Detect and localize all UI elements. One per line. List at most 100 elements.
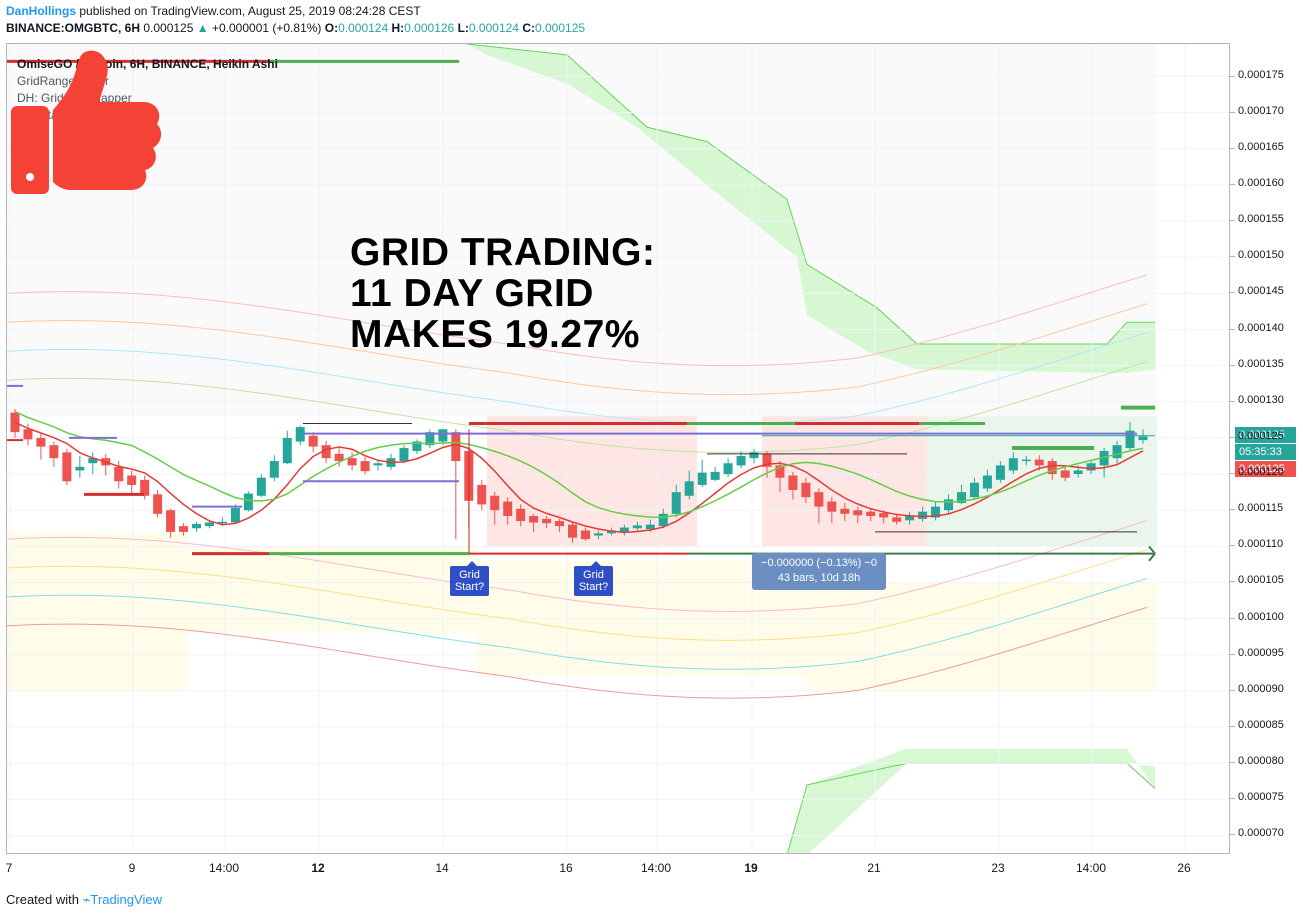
- tradingview-logo-icon[interactable]: ⌁TradingView: [82, 892, 162, 907]
- candle-body: [1073, 470, 1083, 475]
- x-tick-label: 9: [128, 861, 136, 875]
- envelope-line: [7, 577, 1148, 670]
- candle-body: [256, 477, 266, 496]
- grid-start-tag[interactable]: Grid Start?: [574, 561, 613, 596]
- y-tick-mark: [1230, 292, 1235, 294]
- chart-pane[interactable]: OmiseGO / Bitcoin, 6H, BINANCE, Heikin A…: [6, 43, 1230, 854]
- y-tick-label: 0.000140: [1238, 321, 1284, 334]
- y-tick-mark: [1230, 147, 1235, 149]
- grid-start-tag[interactable]: Grid Start?: [450, 561, 489, 596]
- x-tick-label: 7: [5, 861, 13, 875]
- last-price-label: 0.000125: [1235, 426, 1296, 443]
- y-tick-label: 0.000155: [1238, 213, 1284, 226]
- y-tick-label: 0.000105: [1238, 574, 1284, 587]
- y-tick-label: 0.000080: [1238, 755, 1284, 768]
- y-tick-mark: [1230, 726, 1235, 728]
- candle-body: [477, 484, 487, 505]
- candle-body: [542, 518, 552, 524]
- y-tick-mark: [1230, 256, 1235, 258]
- envelope-line: [7, 303, 1148, 396]
- candle-body: [995, 465, 1005, 480]
- candle-body: [23, 429, 33, 440]
- candle-body: [1047, 461, 1057, 475]
- candle-body: [334, 453, 344, 462]
- candle-body: [853, 510, 863, 516]
- measure-change: −0.000000 (−0.13%) −0: [761, 557, 877, 569]
- candle-body: [555, 521, 565, 527]
- close-value: 0.000125: [534, 21, 586, 35]
- y-tick-label: 0.000115: [1238, 502, 1284, 515]
- y-tick-label: 0.000145: [1238, 285, 1284, 298]
- candle-body: [127, 475, 137, 485]
- y-tick-label: 0.000090: [1238, 682, 1284, 695]
- candle-body: [645, 524, 655, 530]
- candle-body: [879, 513, 889, 518]
- y-tick-label: 0.000165: [1238, 140, 1284, 153]
- y-tick-label: 0.000075: [1238, 791, 1284, 804]
- y-tick-mark: [1230, 328, 1235, 330]
- y-tick-label: 0.000130: [1238, 393, 1284, 406]
- candle-body: [153, 494, 163, 514]
- candle-body: [775, 465, 785, 478]
- y-tick-label: 0.000095: [1238, 646, 1284, 659]
- x-tick-label: 23: [991, 861, 1005, 875]
- publish-info: DanHollings published on TradingView.com…: [6, 4, 421, 18]
- x-tick-label: 14: [435, 861, 449, 875]
- y-tick-mark: [1230, 220, 1235, 222]
- price-change: +0.000001 (+0.81%): [211, 21, 322, 35]
- candle-body: [516, 508, 526, 522]
- price-chart[interactable]: [7, 44, 1230, 854]
- candle-body: [1034, 459, 1044, 466]
- candle-body: [593, 533, 603, 536]
- y-tick-mark: [1230, 834, 1235, 836]
- candle-body: [425, 432, 435, 446]
- candle-body: [412, 441, 422, 451]
- candle-body: [762, 453, 772, 467]
- arrow-head: [1148, 545, 1156, 555]
- candle-body: [931, 506, 941, 518]
- candle-body: [243, 493, 253, 511]
- candle-body: [969, 482, 979, 498]
- candle-body: [75, 466, 85, 471]
- time-axis[interactable]: 7 9 14:00 12 14 16 14:00 19 21 23 14:00 26: [6, 854, 1230, 882]
- band-fill: [7, 531, 187, 691]
- candle-body: [918, 511, 928, 519]
- y-tick-mark: [1230, 581, 1235, 583]
- green-envelope: [467, 44, 1155, 373]
- y-tick-mark: [1230, 436, 1235, 438]
- y-tick-mark: [1230, 653, 1235, 655]
- candle-body: [140, 479, 150, 496]
- high-label: H:: [391, 21, 405, 35]
- candle-body: [204, 522, 214, 527]
- candle-body: [503, 501, 513, 516]
- envelope-line: [7, 361, 1148, 453]
- y-tick-mark: [1230, 400, 1235, 402]
- candle-body: [360, 461, 370, 472]
- candle-body: [892, 517, 902, 522]
- candle-body: [321, 445, 331, 459]
- candle-body: [723, 463, 733, 475]
- candle-body: [36, 437, 46, 447]
- x-tick-label: 19: [744, 861, 758, 875]
- author-name[interactable]: DanHollings: [6, 4, 77, 18]
- candle-body: [114, 466, 124, 482]
- candle-body: [230, 508, 240, 523]
- y-tick-label: 0.000100: [1238, 610, 1284, 623]
- band-fill: [187, 546, 477, 634]
- y-tick-label: 0.000170: [1238, 104, 1284, 117]
- candle-body: [982, 475, 992, 489]
- y-tick-mark: [1230, 75, 1235, 77]
- y-tick-mark: [1230, 798, 1235, 800]
- candle-body: [801, 482, 811, 498]
- y-tick-mark: [1230, 111, 1235, 113]
- price-axis[interactable]: 0.000125 05:35:33 0.000125 0.000175 0.000…: [1230, 43, 1303, 854]
- low-label: L:: [457, 21, 469, 35]
- candle-body: [166, 510, 176, 532]
- up-arrow-icon: ▲: [196, 21, 209, 35]
- footer: Created with ⌁TradingView: [6, 892, 162, 907]
- candle-body: [866, 511, 876, 516]
- headline-text: GRID TRADING: 11 DAY GRID MAKES 19.27%: [350, 231, 656, 356]
- low-value: 0.000124: [468, 21, 519, 35]
- candle-body: [308, 435, 318, 447]
- candle-body: [529, 515, 539, 523]
